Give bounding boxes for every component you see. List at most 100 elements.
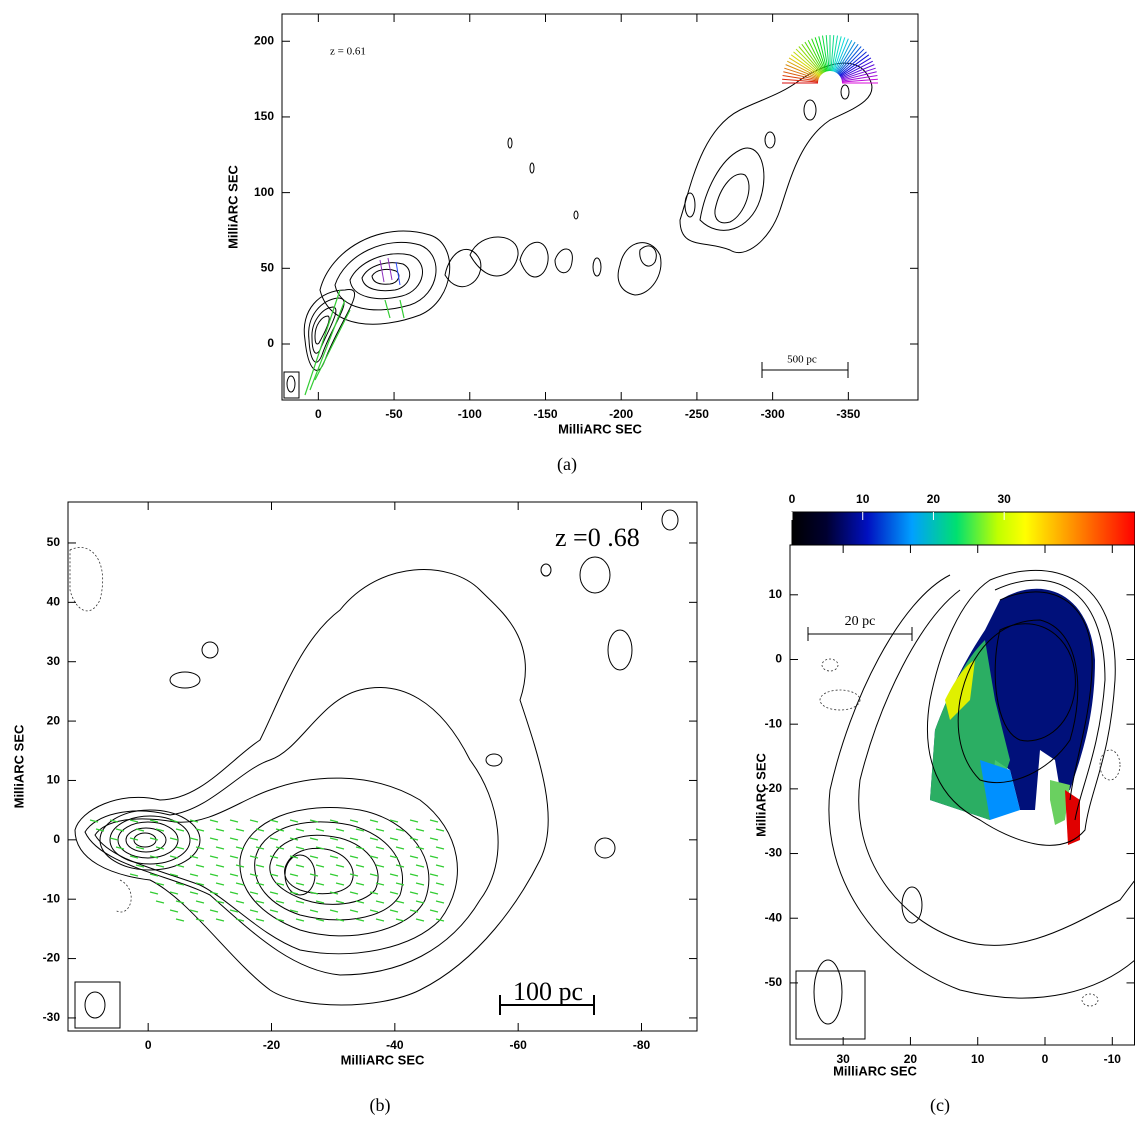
pol-tick (395, 828, 405, 832)
pol-tick (175, 846, 185, 850)
colorbar-tick-label: 30 (997, 492, 1011, 506)
fan-ray (790, 54, 821, 77)
y-tick-label: -30 (43, 1010, 61, 1024)
pol-tick (335, 846, 345, 850)
pol-tick (375, 846, 385, 850)
pol-tick (169, 855, 179, 859)
pol-tick (169, 891, 179, 895)
x-tick-label: -250 (685, 407, 709, 421)
y-tick-label: 100 (254, 185, 274, 199)
y-axis-label: MilliARC SEC (753, 753, 768, 837)
fan-ray (840, 60, 873, 78)
fan-ray (785, 64, 820, 79)
fan-ray (837, 46, 862, 75)
caption: (c) (930, 1095, 950, 1116)
pol-tick (129, 873, 139, 877)
pol-tick (349, 873, 359, 877)
pol-tick (149, 873, 159, 877)
pol-tick (429, 855, 439, 859)
pol-tick (229, 855, 239, 859)
fan-ray (811, 38, 826, 73)
fan-ray (784, 67, 819, 80)
pol-tick (315, 900, 325, 904)
pol-tick (329, 855, 339, 859)
pol-tick (409, 837, 419, 841)
pol-tick (335, 828, 345, 832)
fan-ray (835, 41, 856, 74)
fan-ray (798, 46, 823, 75)
pol-tick (415, 918, 425, 922)
scale-bar-label: 500 pc (787, 354, 817, 366)
pol-tick (415, 864, 425, 868)
x-axis-label: MilliARC SEC (833, 1063, 917, 1078)
pol-tick (295, 828, 305, 832)
fan-ray (782, 74, 819, 82)
pol-tick (309, 909, 319, 913)
pol-tick (395, 900, 405, 904)
pol-tick (275, 900, 285, 904)
pol-tick (369, 909, 379, 913)
annotation: z =0 .68 (555, 523, 640, 552)
pol-tick (355, 900, 365, 904)
pol-tick (375, 900, 385, 904)
pol-tick (255, 828, 265, 832)
pol-tick (329, 891, 339, 895)
y-tick-label: 200 (254, 33, 274, 47)
pol-tick (255, 846, 265, 850)
pol-tick (249, 837, 259, 841)
pol-tick (375, 828, 385, 832)
rm-map (1065, 790, 1080, 845)
pol-tick (295, 882, 305, 886)
y-axis-label: MilliARC SEC (225, 165, 240, 249)
plot-frame (67, 501, 698, 1032)
pol-tick (215, 900, 225, 904)
x-tick-label: -10 (1104, 1052, 1122, 1066)
x-tick-label: -100 (458, 407, 482, 421)
pol-tick (149, 819, 159, 823)
pol-tick (109, 837, 119, 841)
pol-tick (269, 819, 279, 823)
fan-ray (818, 36, 828, 72)
plot-frame (281, 13, 919, 401)
x-tick-label: 0 (315, 407, 322, 421)
pol-tick (409, 909, 419, 913)
fan-ray (830, 35, 835, 72)
pol-tick (429, 873, 439, 877)
pol-tick (315, 846, 325, 850)
pol-tick (375, 864, 385, 868)
beam (84, 991, 106, 1019)
pol-tick (229, 873, 239, 877)
pol-tick (429, 837, 439, 841)
pol-tick (375, 882, 385, 886)
pol-tick (275, 864, 285, 868)
pol-tick (275, 846, 285, 850)
rm-map (980, 760, 1020, 820)
fan-ray (807, 40, 825, 73)
pol-tick (249, 891, 259, 895)
pol-tick (349, 909, 359, 913)
scale-bar-label: 100 pc (513, 977, 583, 1006)
x-tick-label: 0 (1042, 1052, 1049, 1066)
pol-tick (389, 837, 399, 841)
fan-ray (841, 67, 876, 80)
pol-tick (435, 828, 445, 832)
polarization-vectors (304, 257, 405, 396)
pol-tick (229, 891, 239, 895)
pol-tick (289, 891, 299, 895)
y-tick-label: -10 (765, 716, 783, 730)
y-axis-label: MilliARC SEC (11, 724, 26, 808)
pol-tick (215, 918, 225, 922)
pol-tick (355, 828, 365, 832)
caption: (b) (370, 1095, 391, 1116)
pol-tick (295, 900, 305, 904)
pol-tick (409, 873, 419, 877)
pol-tick (315, 918, 325, 922)
fan-ray (793, 51, 822, 76)
fan-ray (825, 35, 830, 72)
pol-tick (255, 882, 265, 886)
fan-ray (795, 48, 822, 75)
pol-tick (209, 855, 219, 859)
x-tick-label: -200 (609, 407, 633, 421)
pol-tick (249, 855, 259, 859)
